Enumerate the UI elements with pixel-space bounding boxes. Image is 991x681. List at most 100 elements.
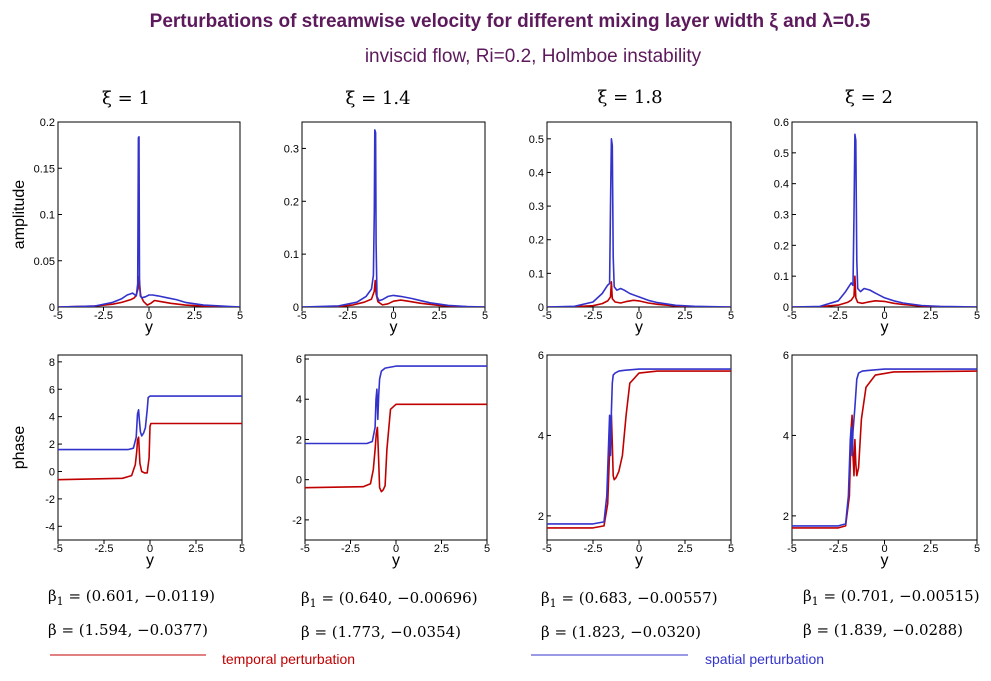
x-tick-label: 0 bbox=[881, 310, 887, 322]
beta-label-2: β = (1.773, −0.0354) bbox=[301, 623, 461, 641]
x-tick-label: -2.5 bbox=[338, 310, 357, 322]
chart-title: Perturbations of streamwise velocity for… bbox=[150, 11, 871, 32]
y-tick-label: 2 bbox=[296, 434, 302, 446]
xi-label-4: ξ = 2 bbox=[845, 87, 893, 108]
y-axis-label: amplitude bbox=[11, 180, 28, 249]
amplitude-plot-1: -5 -2.5 0 2.5 5 0 0.05 0.1 0.15 0.2 y amplitude bbox=[11, 117, 243, 336]
y-tick-label: 0.05 bbox=[34, 256, 55, 268]
x-tick-label: -2.5 bbox=[584, 310, 603, 322]
x-tick-label: 5 bbox=[484, 543, 490, 555]
y-tick-label: 0.3 bbox=[774, 210, 789, 222]
y-tick-label: 0.2 bbox=[284, 196, 299, 208]
x-tick-label: 2.5 bbox=[434, 543, 449, 555]
x-tick-label: 0 bbox=[146, 310, 152, 322]
y-tick-label: 2 bbox=[783, 511, 789, 523]
plot-frame bbox=[546, 354, 732, 541]
y-tick-label: 0.4 bbox=[529, 167, 544, 179]
xi-label-3: ξ = 1.8 bbox=[597, 87, 662, 108]
x-tick-label: 0 bbox=[147, 543, 153, 555]
y-tick-label: 0.1 bbox=[40, 210, 55, 222]
y-tick-label: 0 bbox=[293, 302, 299, 314]
x-tick-label: 5 bbox=[239, 543, 245, 555]
x-tick-label: 5 bbox=[482, 310, 488, 322]
temporal-series-line bbox=[792, 370, 977, 529]
x-tick-label: -2.5 bbox=[829, 310, 848, 322]
plot-frame bbox=[57, 121, 241, 308]
x-tick-label: 2.5 bbox=[188, 543, 203, 555]
x-axis-label: y bbox=[146, 552, 154, 569]
y-tick-label: 0.2 bbox=[774, 240, 789, 252]
x-axis-label: y bbox=[881, 319, 889, 336]
plot-frame bbox=[304, 354, 488, 541]
legend-temporal-label: temporal perturbation bbox=[222, 651, 355, 667]
x-tick-label: 0 bbox=[390, 310, 396, 322]
x-axis-label: y bbox=[881, 552, 889, 569]
y-tick-label: 2 bbox=[49, 439, 55, 451]
spatial-series-line bbox=[302, 129, 485, 307]
temporal-series-line bbox=[58, 275, 240, 307]
x-tick-label: 2.5 bbox=[923, 310, 938, 322]
spatial-series-line bbox=[58, 395, 242, 451]
y-tick-label: 0.15 bbox=[34, 163, 55, 175]
y-tick-label: -2 bbox=[45, 494, 55, 506]
x-tick-label: 2.5 bbox=[187, 310, 202, 322]
x-tick-label: -2.5 bbox=[94, 310, 113, 322]
y-tick-label: 0.5 bbox=[529, 134, 544, 146]
y-tick-label: 6 bbox=[49, 384, 55, 396]
x-tick-label: 5 bbox=[237, 310, 243, 322]
y-tick-label: 6 bbox=[296, 354, 302, 366]
x-axis-label: y bbox=[392, 552, 400, 569]
x-tick-label: 2.5 bbox=[923, 543, 938, 555]
y-tick-label: 4 bbox=[296, 394, 302, 406]
x-tick-label: 0 bbox=[636, 543, 642, 555]
phase-plot-3: -5 -2.5 0 2.5 5 2 4 6 y bbox=[538, 350, 734, 569]
xi-label-1: ξ = 1 bbox=[102, 88, 150, 109]
beta1-label-4: β1 = (0.701, −0.00515) bbox=[803, 587, 980, 608]
y-tick-label: 4 bbox=[783, 430, 789, 442]
beta-label-3: β = (1.823, −0.0320) bbox=[541, 623, 701, 641]
spatial-series-line bbox=[547, 138, 731, 307]
y-tick-label: 0 bbox=[296, 475, 302, 487]
y-tick-label: 4 bbox=[538, 430, 544, 442]
amplitude-plot-4: -5 -2.5 0 2.5 5 0 0.1 0.2 0.3 0.4 0.5 0.6 y bbox=[774, 117, 980, 336]
x-tick-label: 5 bbox=[974, 310, 980, 322]
y-axis-label: phase bbox=[11, 426, 28, 470]
temporal-series-line bbox=[302, 279, 485, 307]
temporal-series-line bbox=[792, 275, 977, 307]
x-axis-label: y bbox=[635, 552, 643, 569]
x-tick-label: -5 bbox=[542, 310, 552, 322]
x-tick-label: -5 bbox=[297, 310, 307, 322]
y-tick-label: 0.1 bbox=[774, 271, 789, 283]
x-tick-label: 5 bbox=[728, 543, 734, 555]
plot-frame bbox=[546, 121, 732, 308]
y-tick-label: 0.3 bbox=[284, 143, 299, 155]
temporal-series-line bbox=[58, 422, 242, 481]
y-tick-label: 0 bbox=[49, 302, 55, 314]
y-tick-label: 0 bbox=[49, 466, 55, 478]
beta1-label-2: β1 = (0.640, −0.00696) bbox=[301, 589, 478, 610]
spatial-series-line bbox=[547, 368, 731, 525]
temporal-series-line bbox=[547, 280, 731, 307]
y-tick-label: 0.1 bbox=[529, 268, 544, 280]
x-axis-label: y bbox=[635, 319, 643, 336]
x-axis-label: y bbox=[390, 319, 398, 336]
x-tick-label: -5 bbox=[300, 543, 310, 555]
x-tick-label: -5 bbox=[53, 543, 63, 555]
phase-plot-1: -5 -2.5 0 2.5 5 -4 -2 0 2 4 6 8 y phase bbox=[11, 354, 245, 569]
beta-label-4: β = (1.839, −0.0288) bbox=[803, 621, 963, 639]
spatial-series-line bbox=[58, 136, 240, 307]
x-tick-label: 0 bbox=[393, 543, 399, 555]
plot-frame bbox=[301, 121, 486, 308]
y-tick-label: 0.5 bbox=[774, 148, 789, 160]
spatial-series-line bbox=[792, 133, 977, 307]
y-tick-label: -2 bbox=[292, 515, 302, 527]
chart-subtitle: inviscid flow, Ri=0.2, Holmboe instabili… bbox=[365, 46, 702, 67]
beta1-label-1: β1 = (0.601, −0.0119) bbox=[48, 587, 215, 608]
y-tick-label: 0.3 bbox=[529, 201, 544, 213]
xi-label-2: ξ = 1.4 bbox=[345, 88, 410, 109]
x-tick-label: 2.5 bbox=[432, 310, 447, 322]
x-tick-label: -2.5 bbox=[829, 543, 848, 555]
spatial-series-line bbox=[305, 365, 487, 445]
phase-plot-4: -5 -2.5 0 2.5 5 2 4 6 y bbox=[783, 350, 980, 569]
